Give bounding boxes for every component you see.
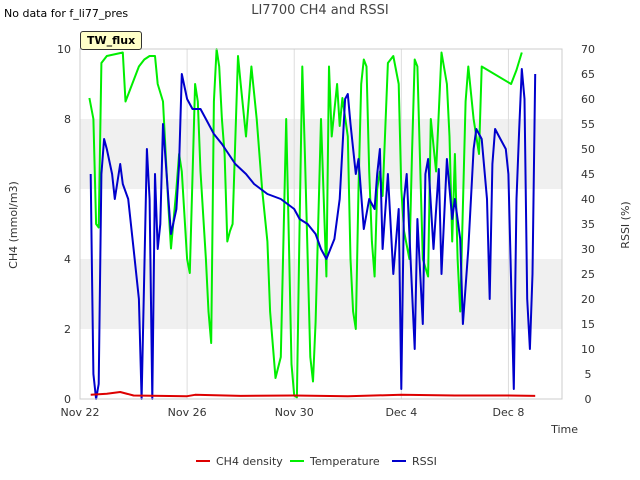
legend-label-ch4-density: CH4 density [216, 455, 283, 468]
y2-tick-label-5: 25 [581, 268, 595, 281]
x-tick-label-1: Nov 26 [168, 406, 207, 419]
series-layer [88, 48, 537, 400]
x-tick-label-0: Nov 22 [61, 406, 100, 419]
no-data-note: No data for f_li77_pres [4, 7, 129, 20]
legend: CH4 density Temperature RSSI [196, 455, 437, 468]
x-axis-label: Time [550, 423, 578, 436]
y-axis-label: CH4 (mmol/m3) [7, 181, 20, 269]
y2-tick-label-9: 45 [581, 168, 595, 181]
y2-tick-label-8: 40 [581, 193, 595, 206]
legend-label-rssi: RSSI [412, 455, 437, 468]
y-tick-label-1: 2 [64, 323, 71, 336]
y-tick-label-4: 8 [64, 113, 71, 126]
y2-tick-label-2: 10 [581, 343, 595, 356]
y-tick-label-0: 0 [64, 393, 71, 406]
y2-axis-ticks: 0 5 10 15 20 25 30 35 40 45 50 55 60 65 70 [581, 43, 595, 406]
x-tick-label-2: Nov 30 [275, 406, 314, 419]
series-line-rssi [89, 68, 537, 400]
x-tick-label-3: Dec 4 [385, 406, 417, 419]
y2-tick-label-7: 35 [581, 218, 595, 231]
band-0 [80, 259, 562, 329]
y2-tick-label-3: 15 [581, 318, 595, 331]
plot-frame [79, 48, 563, 400]
y2-tick-label-11: 55 [581, 118, 595, 131]
y2-tick-label-1: 5 [585, 368, 592, 381]
y-axis-ticks: 0 2 4 6 8 10 [57, 43, 71, 406]
y2-tick-label-14: 70 [581, 43, 595, 56]
y2-tick-label-13: 65 [581, 68, 595, 81]
y2-tick-label-6: 30 [581, 243, 595, 256]
legend-label-temperature: Temperature [309, 455, 380, 468]
station-badge: TW_flux [80, 31, 143, 50]
y2-tick-label-4: 20 [581, 293, 595, 306]
y2-tick-label-0: 0 [585, 393, 592, 406]
x-tick-label-4: Dec 8 [493, 406, 525, 419]
y-tick-label-5: 10 [57, 43, 71, 56]
x-axis-ticks: Nov 22 Nov 26 Nov 30 Dec 4 Dec 8 [61, 406, 525, 419]
y2-axis-label: RSSI (%) [619, 201, 632, 248]
chart-title: LI7700 CH4 and RSSI [251, 3, 389, 18]
y-tick-label-2: 4 [64, 253, 71, 266]
series-line-ch4-density [90, 391, 536, 398]
y2-tick-label-12: 60 [581, 93, 595, 106]
y-tick-label-3: 6 [64, 183, 71, 196]
y2-tick-label-10: 50 [581, 143, 595, 156]
